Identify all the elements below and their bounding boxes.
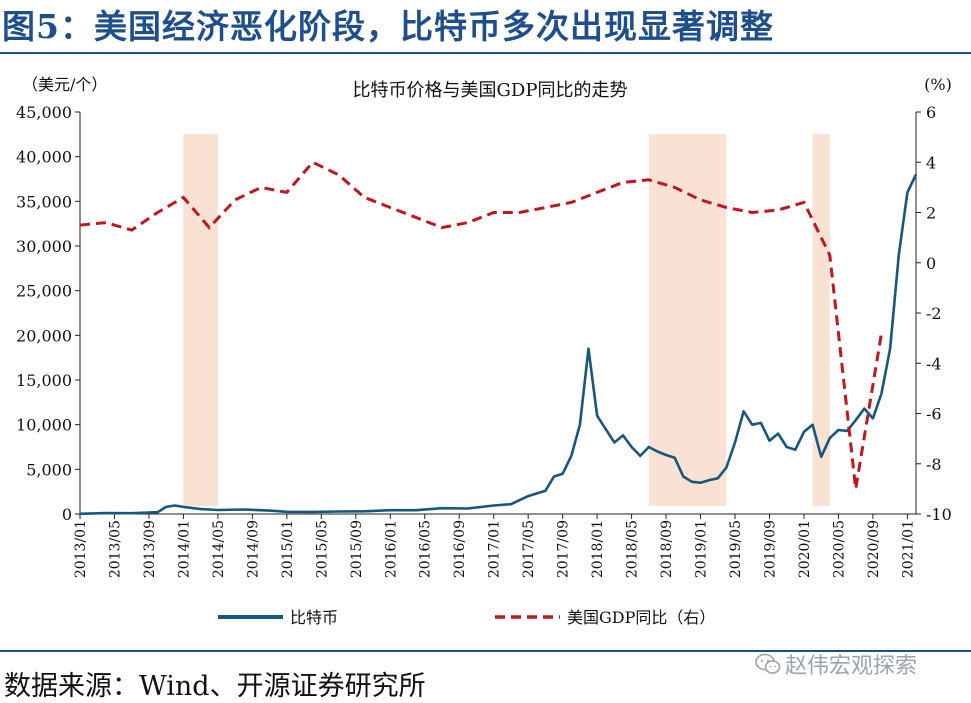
x-tick-label: 2018/01 (590, 520, 606, 578)
x-tick-label: 2014/09 (245, 520, 261, 578)
footer-rule (0, 650, 971, 652)
source-note: 数据来源：Wind、开源证券研究所 (4, 671, 426, 702)
x-tick-label: 2016/09 (452, 520, 468, 578)
legend-label-gdp: 美国GDP同比（右） (567, 608, 715, 627)
right-axis-ticks: -10 -8 -6 -4 -2 0 2 4 6 (916, 103, 952, 524)
x-tick-label: 2019/09 (762, 520, 778, 578)
x-tick-label: 2013/09 (142, 520, 158, 578)
left-tick-label: 10,000 (16, 416, 72, 435)
left-tick-label: 40,000 (16, 148, 72, 167)
right-tick-label: -2 (926, 304, 942, 323)
left-tick-label: 25,000 (16, 282, 72, 301)
figure-title: 图5：美国经济恶化阶段，比特币多次出现显著调整 (2, 7, 774, 46)
wechat-icon (755, 653, 781, 674)
right-tick-label: 4 (926, 153, 936, 172)
x-tick-label: 2014/01 (176, 520, 192, 578)
x-tick-label: 2020/01 (797, 520, 813, 578)
series-line-btc (79, 173, 918, 516)
left-tick-label: 20,000 (16, 326, 72, 345)
series-line-gdp (79, 160, 883, 490)
x-tick-label: 2016/01 (383, 520, 399, 578)
x-tick-label: 2021/01 (900, 520, 916, 578)
left-tick-label: 30,000 (16, 237, 72, 256)
left-tick-label: 45,000 (16, 103, 72, 122)
x-tick-label: 2015/05 (314, 520, 330, 578)
watermark-text: 赵伟宏观探索 (785, 654, 918, 679)
x-tick-label: 2019/05 (728, 520, 744, 578)
left-tick-label: 15,000 (16, 371, 72, 390)
shaded-period-1 (183, 134, 218, 506)
x-tick-label: 2015/09 (349, 520, 365, 578)
shaded-periods (183, 134, 830, 506)
x-tick-label: 2017/05 (521, 520, 537, 578)
x-tick-label: 2016/05 (418, 520, 434, 578)
x-tick-label: 2015/01 (280, 520, 296, 578)
x-tick-label: 2019/01 (694, 520, 710, 578)
x-axis-ticks: 2013/01 2013/05 2013/09 2014/01 2014/05 2014/… (73, 514, 916, 578)
right-tick-label: -4 (926, 354, 942, 373)
watermark: 赵伟宏观探索 (755, 648, 960, 679)
left-tick-label: 35,000 (16, 192, 72, 211)
right-tick-label: 2 (926, 204, 936, 223)
x-tick-label: 2013/01 (73, 520, 89, 578)
x-tick-label: 2013/05 (107, 520, 123, 578)
x-tick-label: 2020/09 (866, 520, 882, 578)
x-tick-label: 2017/09 (556, 520, 572, 578)
shaded-period-2 (648, 134, 727, 506)
shaded-period-3 (812, 134, 830, 506)
left-axis-ticks: 0 5,000 10,000 15,000 20,000 25,000 30,000 35,0… (16, 103, 80, 524)
x-tick-label: 2018/09 (659, 520, 675, 578)
x-tick-label: 2020/05 (831, 520, 847, 578)
legend-label-btc: 比特币 (290, 608, 338, 627)
left-tick-label: 5,000 (26, 460, 72, 479)
title-rule (0, 52, 971, 54)
x-tick-label: 2014/05 (211, 520, 227, 578)
right-tick-label: -8 (926, 455, 942, 474)
left-tick-label: 0 (62, 505, 72, 524)
right-tick-label: -6 (926, 405, 942, 424)
x-tick-label: 2017/01 (487, 520, 503, 578)
chart-title: 比特币价格与美国GDP同比的走势 (353, 80, 628, 101)
legend: 比特币 美国GDP同比（右） (218, 608, 715, 627)
left-axis-unit: （美元/个） (22, 75, 107, 94)
right-tick-label: 0 (926, 254, 936, 273)
x-tick-label: 2018/05 (625, 520, 641, 578)
chart: 0 5,000 10,000 15,000 20,000 25,000 30,000 35,0… (16, 75, 952, 627)
right-tick-label: -10 (926, 505, 952, 524)
right-axis-unit: (%) (924, 75, 952, 94)
right-tick-label: 6 (926, 103, 936, 122)
